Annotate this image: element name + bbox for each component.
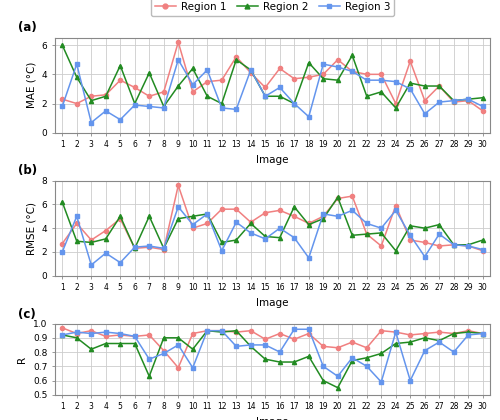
X-axis label: Image: Image xyxy=(256,155,289,165)
Y-axis label: RMSE (°C): RMSE (°C) xyxy=(26,202,36,255)
Y-axis label: MAE (°C): MAE (°C) xyxy=(26,62,36,108)
Text: (a): (a) xyxy=(18,21,37,34)
Y-axis label: R: R xyxy=(18,356,28,363)
X-axis label: Image: Image xyxy=(256,298,289,308)
Legend: Region 1, Region 2, Region 3: Region 1, Region 2, Region 3 xyxy=(150,0,394,16)
Text: (c): (c) xyxy=(18,308,36,321)
Text: (b): (b) xyxy=(18,164,37,177)
X-axis label: Image: Image xyxy=(256,417,289,420)
